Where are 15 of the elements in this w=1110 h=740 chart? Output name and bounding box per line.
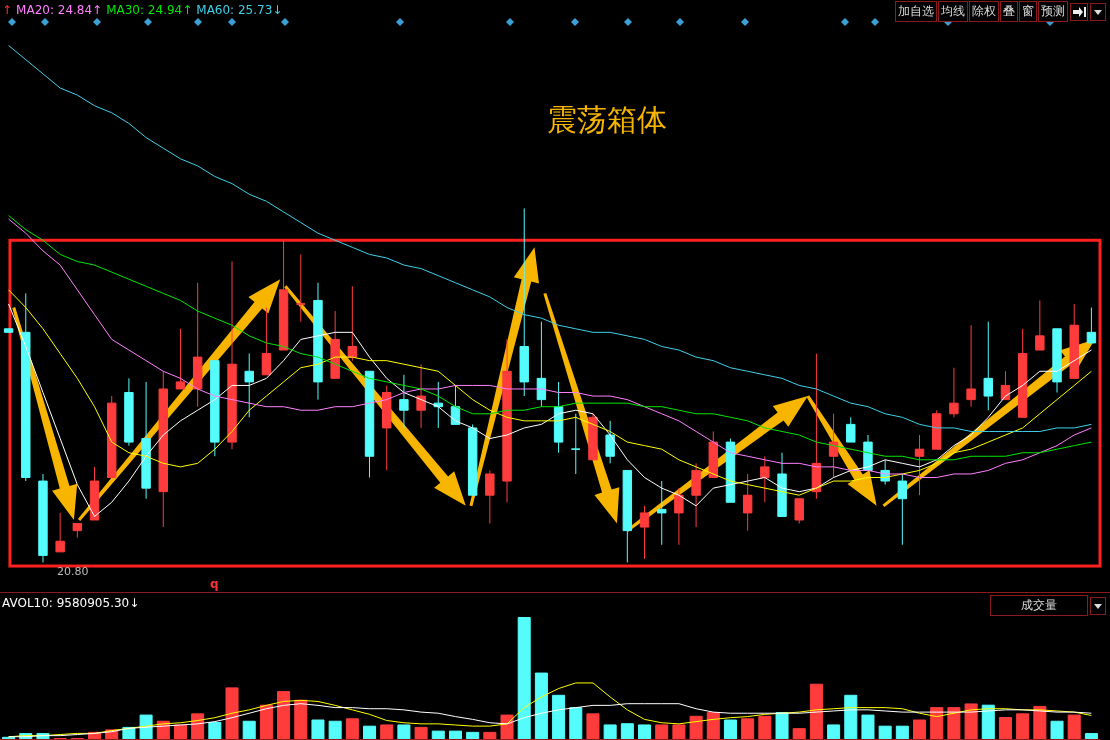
text: 预测 [1038, 1, 1068, 22]
text: 成交量 [990, 595, 1088, 616]
text: 叠 [1000, 1, 1018, 22]
text: MA30: 24.94↑ [106, 3, 193, 17]
text: 除权 [969, 1, 999, 22]
text: 均线 [938, 1, 968, 22]
text: MA60: 25.73↓ [196, 3, 283, 17]
text: 加自选 [895, 1, 937, 22]
text: q [210, 577, 219, 591]
text: 20.80 [56, 565, 89, 580]
text: MA20: 24.84↑ [16, 3, 103, 17]
text: AVOL10: 9580905.30↓ [2, 596, 140, 610]
text: ↑ [2, 3, 13, 17]
text: 震荡箱体 [547, 102, 667, 138]
text: 窗 [1019, 1, 1037, 22]
